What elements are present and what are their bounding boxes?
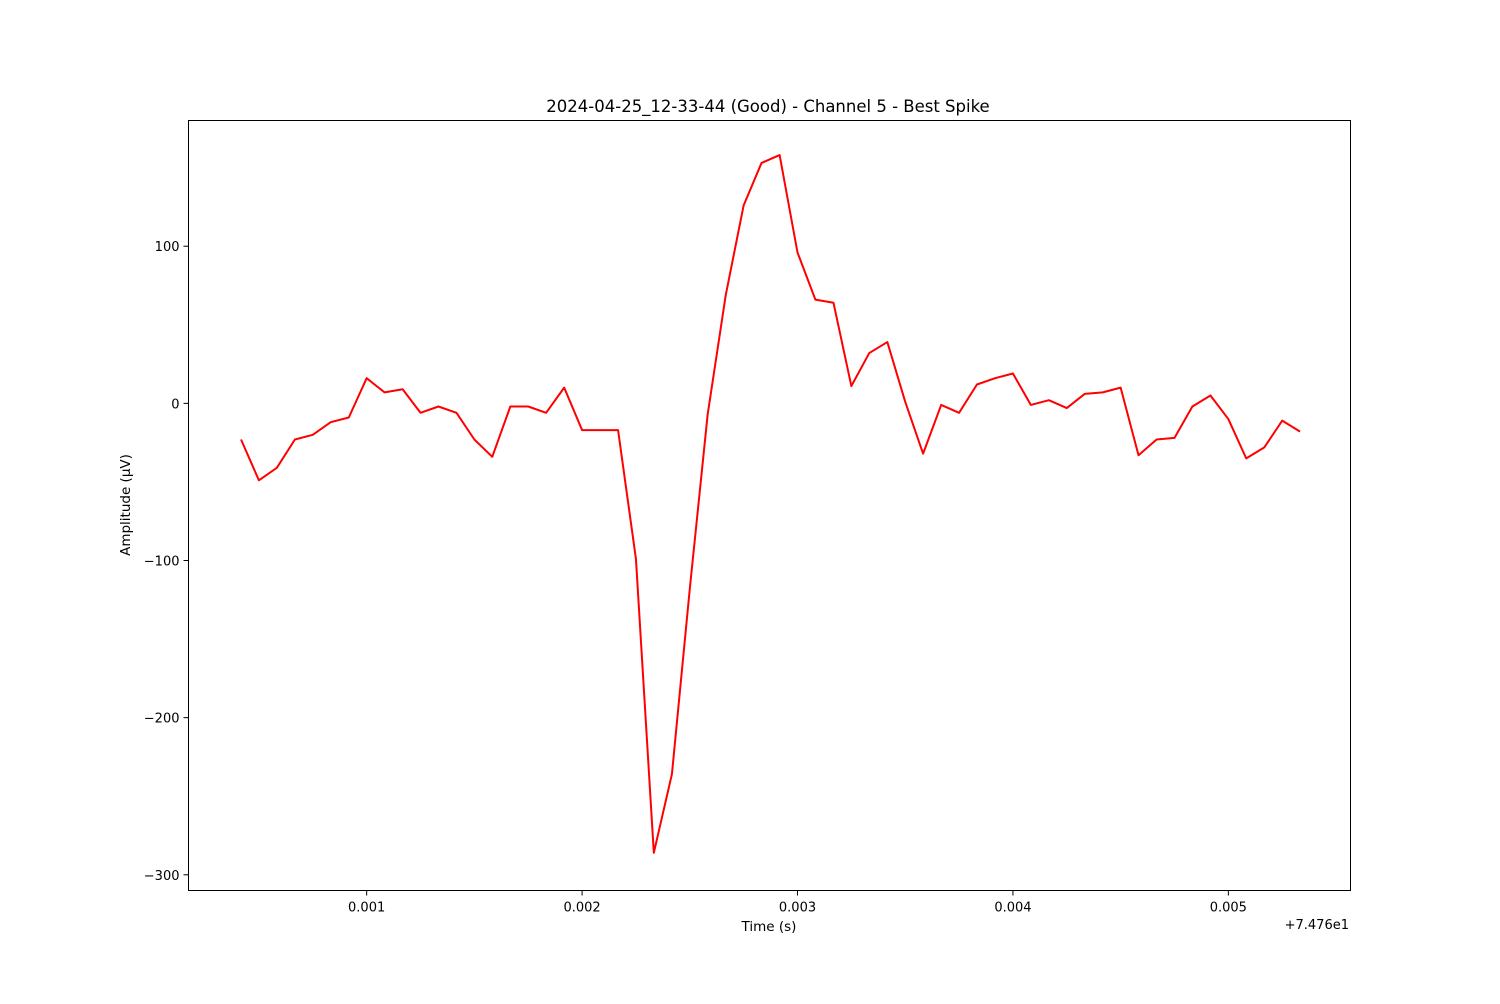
y-tick-label-4: −300 (144, 869, 180, 884)
y-tick-label-0: 100 (155, 240, 180, 255)
y-axis-label: Amplitude (µV) (118, 454, 134, 556)
plot-area-frame (188, 120, 1351, 891)
x-tick-label-2: 0.003 (779, 901, 816, 916)
y-tick-label-3: −200 (144, 712, 180, 727)
x-tick-label-3: 0.004 (994, 901, 1031, 916)
x-tick-label-1: 0.002 (563, 901, 600, 916)
x-axis-label: Time (s) (741, 919, 797, 935)
x-tick-label-4: 0.005 (1210, 901, 1247, 916)
y-axis: 100 0 −100 −200 −300 (144, 240, 189, 884)
y-tick-label-1: 0 (171, 397, 179, 412)
x-axis-offset-label: +7.476e1 (1285, 918, 1349, 933)
chart-title: 2024-04-25_12-33-44 (Good) - Channel 5 -… (546, 97, 989, 117)
series-line-0 (240, 154, 1301, 854)
y-tick-label-2: −100 (144, 555, 180, 570)
x-tick-label-0: 0.001 (348, 901, 385, 916)
x-axis: 0.001 0.002 0.003 0.004 0.005 (348, 890, 1247, 916)
